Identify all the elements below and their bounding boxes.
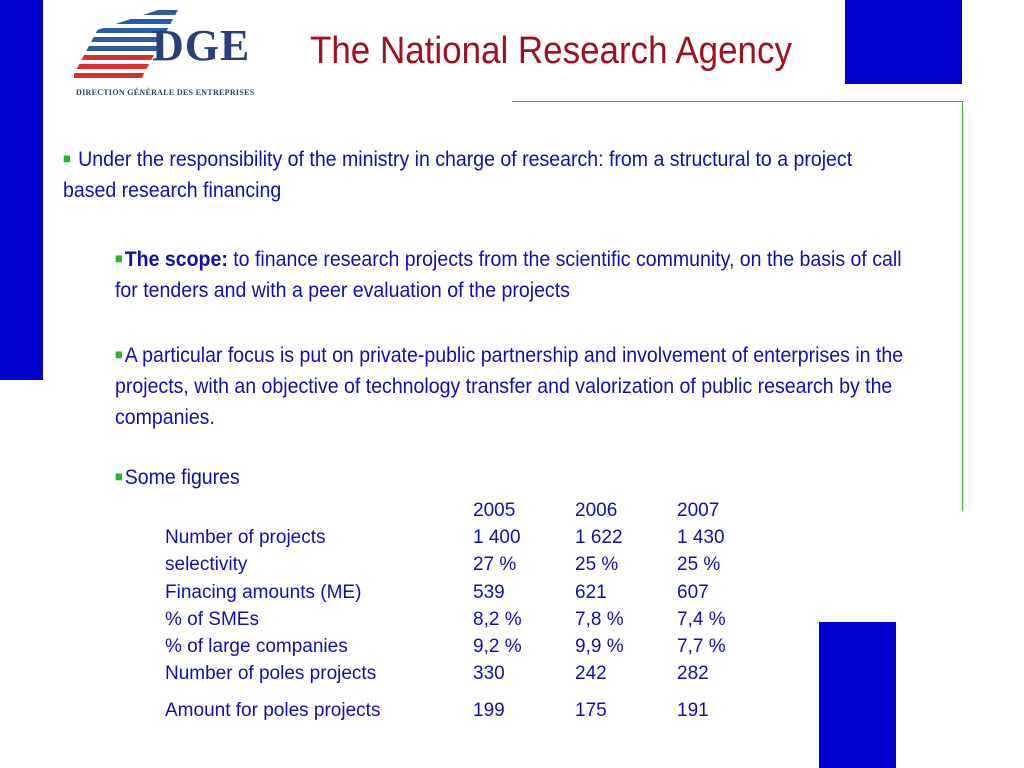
- table-header-cell: 2005: [473, 499, 516, 521]
- table-cell: 8,2 %: [473, 608, 522, 630]
- table-cell: 25 %: [575, 554, 619, 576]
- figures-table: 2005 2006 2007 Number of projects 1 400 …: [165, 497, 779, 722]
- table-cell: 9,2 %: [473, 636, 522, 658]
- table-row-label: % of SMEs: [165, 608, 259, 630]
- table-cell: 199: [473, 700, 505, 722]
- left-blue-bar: [0, 0, 43, 380]
- top-right-blue-block: [845, 0, 962, 84]
- table-cell: 607: [677, 581, 709, 603]
- logo-subtitle: DIRECTION GÉNÉRALE DES ENTREPRISES: [76, 88, 255, 97]
- table-row: % of large companies 9,2 % 9,9 % 7,7 %: [165, 633, 779, 660]
- table-row-label: Number of poles projects: [165, 663, 377, 685]
- bottom-right-blue-block: [819, 622, 896, 768]
- table-row-label: % of large companies: [165, 636, 348, 658]
- table-cell: 1 622: [575, 526, 623, 548]
- table-row: Finacing amounts (ME) 539 621 607: [165, 579, 779, 606]
- table-row: Number of projects 1 400 1 622 1 430: [165, 524, 779, 551]
- table-header-row: 2005 2006 2007: [165, 497, 779, 524]
- table-row: Number of poles projects 330 242 282: [165, 661, 779, 688]
- scope-label: The scope:: [124, 248, 228, 271]
- page-title: The National Research Agency: [310, 30, 792, 72]
- table-cell: 1 430: [677, 526, 725, 548]
- table-row-label: Amount for poles projects: [165, 700, 381, 722]
- table-cell: 282: [677, 663, 709, 685]
- table-cell: 1 400: [473, 526, 521, 548]
- bullet-responsibility: ■ Under the responsibility of the minist…: [63, 143, 973, 206]
- table-header-cell: [165, 497, 473, 524]
- table-row-label: Number of projects: [165, 526, 326, 548]
- green-vertical-rule: [962, 101, 963, 511]
- table-cell: 7,7 %: [677, 636, 726, 658]
- bullet-square-icon: ■: [115, 250, 123, 266]
- table-row: Amount for poles projects 199 175 191: [165, 688, 779, 722]
- bullet-text: to finance research projects from the sc…: [115, 248, 902, 302]
- bullet-square-icon: ■: [63, 150, 71, 166]
- table-cell: 27 %: [473, 554, 517, 576]
- table-cell: 191: [677, 700, 709, 722]
- bullet-some-figures: ■Some figures: [115, 461, 515, 493]
- table-cell: 330: [473, 663, 505, 685]
- table-cell: 621: [575, 581, 607, 603]
- table-row-label: Finacing amounts (ME): [165, 581, 362, 603]
- bullet-scope: ■The scope: to finance research projects…: [115, 243, 975, 306]
- table-cell: 7,4 %: [677, 608, 726, 630]
- dge-logo-icon: [74, 10, 178, 78]
- bullet-focus: ■A particular focus is put on private-pu…: [115, 339, 975, 433]
- table-row: % of SMEs 8,2 % 7,8 % 7,4 %: [165, 606, 779, 633]
- bullet-square-icon: ■: [115, 468, 123, 484]
- green-horizontal-rule: [512, 101, 964, 102]
- table-cell: 25 %: [677, 554, 721, 576]
- bullet-text: Some figures: [124, 466, 240, 489]
- logo-wordmark: DGE: [152, 21, 251, 70]
- table-cell: 539: [473, 581, 505, 603]
- table-row: selectivity 27 % 25 % 25 %: [165, 552, 779, 579]
- table-cell: 242: [575, 663, 607, 685]
- table-header-cell: 2006: [575, 499, 618, 521]
- table-cell: 9,9 %: [575, 636, 624, 658]
- bullet-text: A particular focus is put on private-pub…: [115, 344, 904, 429]
- table-cell: 175: [575, 700, 607, 722]
- table-row-label: selectivity: [165, 554, 248, 576]
- bullet-square-icon: ■: [115, 346, 123, 362]
- table-header-cell: 2007: [677, 499, 720, 521]
- bullet-text: Under the responsibility of the ministry…: [63, 148, 853, 202]
- table-cell: 7,8 %: [575, 608, 624, 630]
